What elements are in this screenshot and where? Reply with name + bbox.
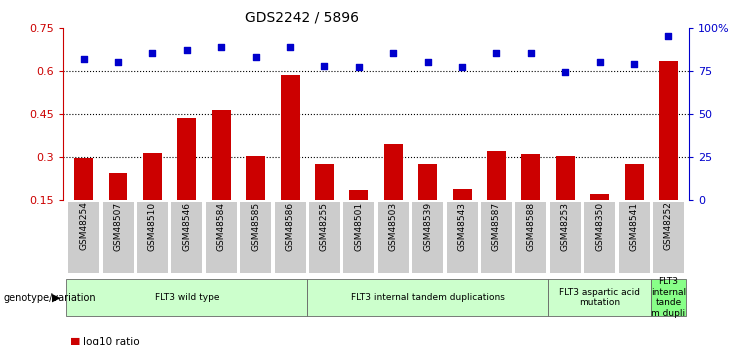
FancyBboxPatch shape — [378, 201, 409, 273]
Point — [491, 51, 502, 56]
FancyBboxPatch shape — [308, 279, 548, 316]
FancyBboxPatch shape — [481, 201, 512, 273]
FancyBboxPatch shape — [619, 201, 650, 273]
Text: GSM48501: GSM48501 — [354, 201, 363, 251]
Text: GSM48585: GSM48585 — [251, 201, 260, 251]
Bar — [246, 156, 265, 243]
Point — [112, 59, 124, 65]
Text: GSM48350: GSM48350 — [595, 201, 604, 251]
Point — [284, 44, 296, 49]
Point — [250, 54, 262, 60]
Bar — [625, 164, 643, 243]
Text: GSM48546: GSM48546 — [182, 201, 191, 250]
Text: GSM48507: GSM48507 — [113, 201, 122, 251]
Bar — [74, 158, 93, 243]
Bar — [522, 154, 540, 243]
FancyBboxPatch shape — [240, 201, 271, 273]
Bar — [109, 173, 127, 243]
Point — [628, 61, 640, 67]
FancyBboxPatch shape — [550, 201, 581, 273]
Bar — [659, 61, 678, 243]
Bar — [453, 189, 471, 243]
Point — [216, 44, 227, 49]
Text: FLT3 aspartic acid
mutation: FLT3 aspartic acid mutation — [559, 288, 640, 307]
Bar — [315, 164, 334, 243]
Text: FLT3 wild type: FLT3 wild type — [155, 293, 219, 302]
Bar — [350, 190, 368, 243]
FancyBboxPatch shape — [67, 279, 308, 316]
Text: log10 ratio: log10 ratio — [83, 337, 139, 345]
Point — [353, 65, 365, 70]
Point — [525, 51, 536, 56]
FancyBboxPatch shape — [309, 201, 340, 273]
Bar — [556, 156, 575, 243]
FancyBboxPatch shape — [171, 201, 202, 273]
Bar — [177, 118, 196, 243]
FancyBboxPatch shape — [102, 201, 133, 273]
Text: ■: ■ — [70, 337, 81, 345]
Bar — [281, 75, 299, 243]
Point — [422, 59, 433, 65]
FancyBboxPatch shape — [275, 201, 305, 273]
Text: GSM48254: GSM48254 — [79, 201, 88, 250]
Point — [456, 65, 468, 70]
FancyBboxPatch shape — [651, 279, 685, 316]
Text: GSM48541: GSM48541 — [630, 201, 639, 250]
FancyBboxPatch shape — [653, 201, 684, 273]
Text: GSM48586: GSM48586 — [285, 201, 295, 251]
Point — [559, 70, 571, 75]
Text: GSM48543: GSM48543 — [457, 201, 467, 250]
Text: FLT3 internal tandem duplications: FLT3 internal tandem duplications — [350, 293, 505, 302]
Point — [388, 51, 399, 56]
Point — [594, 59, 605, 65]
Bar — [143, 152, 162, 243]
Text: ▶: ▶ — [53, 293, 61, 303]
Text: GSM48584: GSM48584 — [216, 201, 226, 250]
Text: GSM48503: GSM48503 — [389, 201, 398, 251]
Text: GSM48252: GSM48252 — [664, 201, 673, 250]
Text: GSM48510: GSM48510 — [148, 201, 157, 251]
FancyBboxPatch shape — [412, 201, 443, 273]
Bar — [487, 151, 506, 243]
Point — [78, 56, 90, 61]
FancyBboxPatch shape — [68, 201, 99, 273]
Text: genotype/variation: genotype/variation — [4, 293, 96, 303]
FancyBboxPatch shape — [447, 201, 477, 273]
Bar — [212, 110, 230, 243]
Text: GSM48588: GSM48588 — [526, 201, 536, 251]
Point — [319, 63, 330, 68]
Text: GSM48253: GSM48253 — [561, 201, 570, 250]
FancyBboxPatch shape — [516, 201, 546, 273]
FancyBboxPatch shape — [584, 201, 615, 273]
FancyBboxPatch shape — [343, 201, 374, 273]
Text: GSM48587: GSM48587 — [492, 201, 501, 251]
Bar — [591, 194, 609, 243]
Text: GDS2242 / 5896: GDS2242 / 5896 — [245, 10, 359, 24]
FancyBboxPatch shape — [206, 201, 236, 273]
Bar — [384, 144, 402, 243]
Bar — [418, 164, 437, 243]
Text: GSM48539: GSM48539 — [423, 201, 432, 251]
Point — [662, 33, 674, 39]
Text: FLT3
internal
tande
m dupli: FLT3 internal tande m dupli — [651, 277, 686, 318]
FancyBboxPatch shape — [548, 279, 651, 316]
Text: GSM48255: GSM48255 — [320, 201, 329, 250]
Point — [181, 47, 193, 53]
Point — [147, 51, 159, 56]
FancyBboxPatch shape — [137, 201, 168, 273]
